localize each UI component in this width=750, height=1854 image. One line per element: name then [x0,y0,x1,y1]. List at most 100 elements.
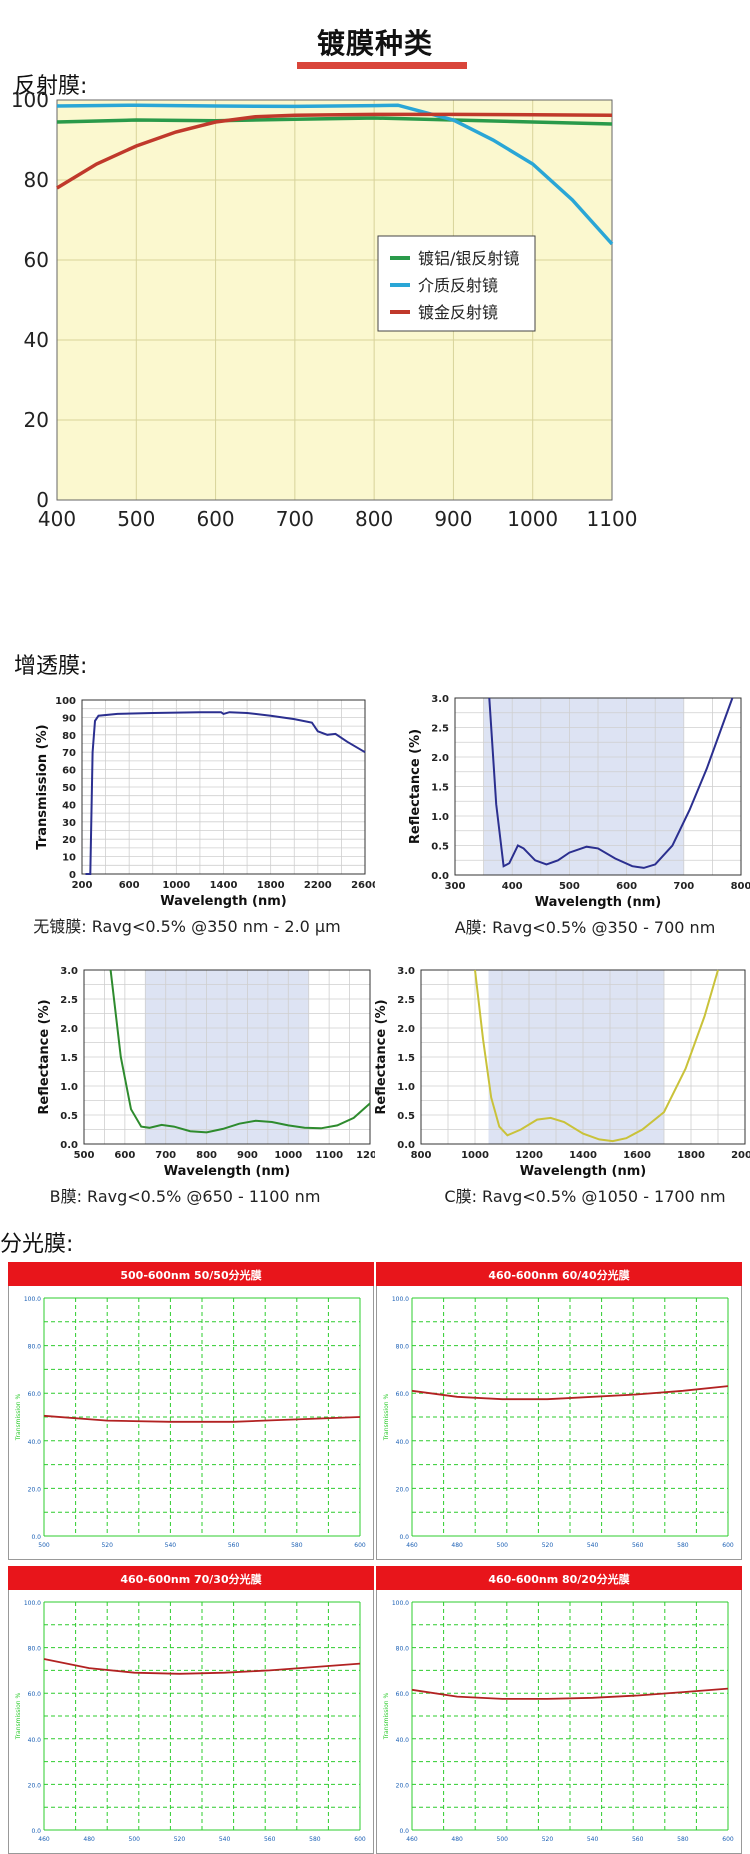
y-tick-label: 0.0 [431,871,449,882]
y-tick-label: 80.0 [28,1344,42,1351]
x-tick-label: 500 [74,1150,95,1161]
section-split-label: 分光膜: [0,1232,74,1257]
y-axis-label: Transmission (%) [35,724,50,849]
x-tick-label: 580 [677,1542,689,1549]
plot-frame [420,969,746,1145]
x-tick-label: 300 [445,881,466,892]
split-chart-80-20: 460-600nm 80/20分光膜 0.0 20.0 40.0 60.0 80.0 100… [376,1566,742,1854]
series-line [411,1385,729,1401]
y-tick-label: 10 [62,853,76,864]
x-tick-label: 1600 [623,1150,651,1161]
x-tick-label: 580 [309,1836,321,1843]
plot-frame [56,99,613,501]
x-tick-label: 700 [276,507,314,531]
chart-frame [8,1566,374,1854]
x-tick-label: 560 [632,1542,644,1549]
y-tick-label: 80 [62,731,76,742]
y-tick-label: 60 [62,766,76,777]
series-line [488,697,734,869]
x-tick-label: 520 [174,1836,186,1843]
y-tick-label: 0 [36,488,49,512]
y-tick-label: 80.0 [28,1646,42,1653]
y-tick-label: 60 [24,248,49,272]
y-axis-label: Transmission % [383,1394,390,1442]
chart-title: 500-600nm 50/50分光膜 [120,1268,261,1282]
y-tick-label: 40.0 [28,1439,42,1446]
chart-caption: A膜: Ravg<0.5% @350 - 700 nm [455,918,716,937]
x-tick-label: 520 [101,1542,113,1549]
x-axis-label: Wavelength (nm) [164,1164,290,1179]
x-tick-label: 560 [264,1836,276,1843]
y-tick-label: 0.0 [60,1140,78,1151]
section-ar-label: 增透膜: [14,654,88,679]
y-tick-label: 0 [69,870,76,881]
split-chart-60-40: 460-600nm 60/40分光膜 0.0 20.0 40.0 60.0 80.0 100… [376,1262,742,1560]
x-tick-label: 2200 [304,880,332,891]
x-tick-label: 2000 [731,1150,750,1161]
x-tick-label: 600 [114,1150,135,1161]
series-line [56,112,613,190]
chart-caption: C膜: Ravg<0.5% @1050 - 1700 nm [444,1187,725,1206]
x-tick-label: 600 [354,1542,366,1549]
y-tick-label: 20 [24,408,49,432]
plot-frame [81,699,366,875]
x-tick-label: 1200 [356,1150,375,1161]
plot-frame [83,969,371,1145]
title-bar [8,1566,374,1590]
x-tick-label: 1000 [507,507,558,531]
y-tick-label: 80 [24,168,49,192]
x-tick-label: 540 [165,1542,177,1549]
x-tick-label: 1400 [569,1150,597,1161]
x-tick-label: 600 [119,880,140,891]
y-tick-label: 40.0 [28,1737,42,1744]
x-tick-label: 800 [355,507,393,531]
y-tick-label: 20.0 [28,1782,42,1789]
y-tick-label: 2.5 [60,995,78,1006]
x-tick-label: 580 [291,1542,303,1549]
y-tick-label: 2.0 [60,1024,78,1035]
x-tick-label: 1800 [257,880,285,891]
x-tick-label: 500 [117,507,155,531]
x-tick-label: 520 [542,1542,554,1549]
y-axis-label: Transmission % [383,1693,390,1741]
y-tick-label: 3.0 [431,694,449,705]
x-tick-label: 460 [38,1836,50,1843]
y-tick-label: 60.0 [28,1391,42,1398]
x-tick-label: 1000 [461,1150,489,1161]
x-tick-label: 800 [196,1150,217,1161]
y-tick-label: 1.0 [431,812,449,823]
y-tick-label: 3.0 [397,966,415,977]
x-axis-label: Wavelength (nm) [160,894,286,909]
y-tick-label: 40 [24,328,49,352]
x-tick-label: 560 [632,1836,644,1843]
x-tick-label: 480 [451,1836,463,1843]
series-line [56,116,613,126]
x-tick-label: 480 [83,1836,95,1843]
chart-title: 460-600nm 80/20分光膜 [488,1572,629,1586]
x-tick-label: 1000 [274,1150,302,1161]
x-tick-label: 2600 [351,880,375,891]
ar-chart-b: 0.0 0.5 1.0 1.5 2.0 2.5 3.0 500 600 700 800 900 1000… [37,966,375,1206]
x-tick-label: 900 [237,1150,258,1161]
chart-frame [376,1566,742,1854]
chart-frame [376,1262,742,1560]
x-tick-label: 600 [722,1836,734,1843]
series-line [109,969,371,1134]
x-tick-label: 1000 [162,880,190,891]
y-tick-label: 1.5 [431,783,449,794]
x-tick-label: 200 [72,880,93,891]
ar-chart-a: 0.0 0.5 1.0 1.5 2.0 2.5 3.0 300 400 500 600 700 800 W… [408,694,750,937]
plot-frame [454,697,742,876]
section-reflect-label: 反射膜: [14,74,88,99]
x-tick-label: 540 [219,1836,231,1843]
y-tick-label: 0.0 [397,1140,415,1151]
y-tick-label: 80.0 [396,1646,410,1653]
x-axis-label: Wavelength (nm) [520,1164,646,1179]
x-tick-label: 460 [406,1836,418,1843]
y-tick-label: 0.0 [399,1828,409,1835]
y-tick-label: 1.0 [397,1082,415,1093]
y-tick-label: 50 [62,783,76,794]
x-tick-label: 480 [451,1542,463,1549]
y-tick-label: 100.0 [392,1296,409,1303]
y-tick-label: 20.0 [28,1486,42,1493]
